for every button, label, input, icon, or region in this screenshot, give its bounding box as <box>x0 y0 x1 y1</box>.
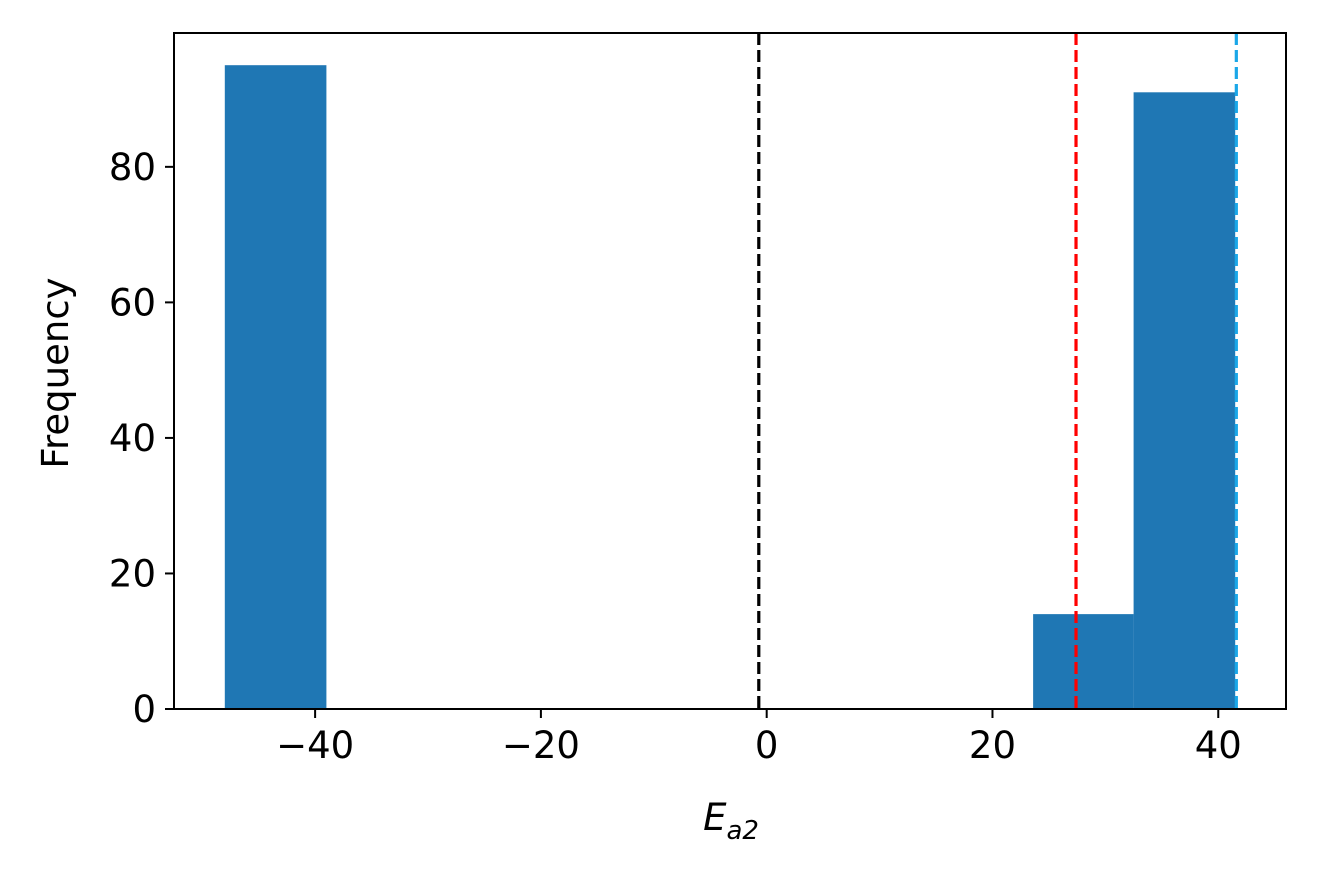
x-tick-label: −40 <box>276 724 354 767</box>
x-axis-label: Ea2 <box>703 796 759 846</box>
y-axis-label: Frequency <box>34 277 77 468</box>
x-tick-label: 20 <box>969 724 1016 767</box>
y-tick-label: 60 <box>109 281 156 324</box>
histogram-bar-9 <box>1133 92 1236 710</box>
y-tick-label: 40 <box>109 417 156 460</box>
y-tick-label: 20 <box>109 552 156 595</box>
y-axis-ticks: 0 20 40 60 80 <box>109 146 174 731</box>
y-tick-label: 80 <box>109 146 156 189</box>
histogram-bar-8 <box>1033 614 1134 709</box>
reference-lines <box>757 33 1238 709</box>
x-tick-label: 40 <box>1195 724 1242 767</box>
histogram-bars <box>224 65 1236 710</box>
x-axis-label-subscript: a2 <box>726 816 758 846</box>
x-axis-label-main: E <box>703 796 727 839</box>
x-tick-label: −20 <box>502 724 580 767</box>
y-tick-label: 0 <box>132 688 156 731</box>
x-axis-ticks: −40 −20 0 20 40 <box>276 709 1242 767</box>
x-tick-label: 0 <box>755 724 779 767</box>
plot-frame <box>173 32 1287 710</box>
histogram-bar-0 <box>224 65 327 709</box>
